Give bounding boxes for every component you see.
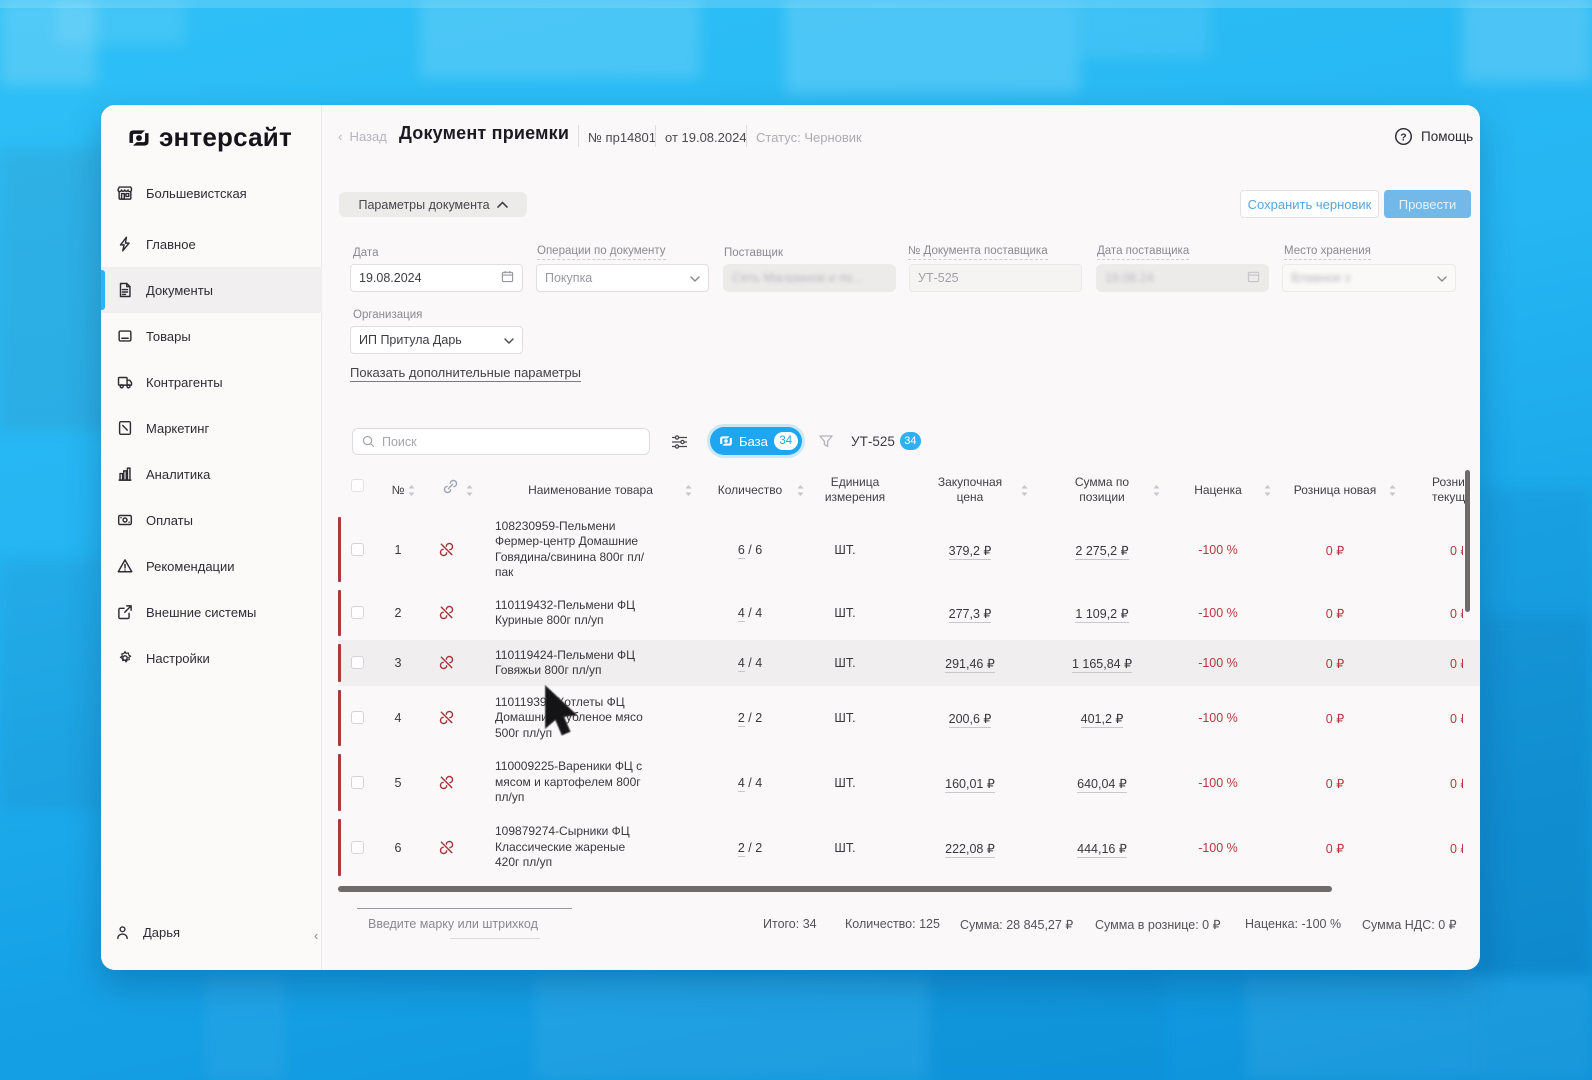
svg-text:?: ?: [1400, 132, 1406, 143]
